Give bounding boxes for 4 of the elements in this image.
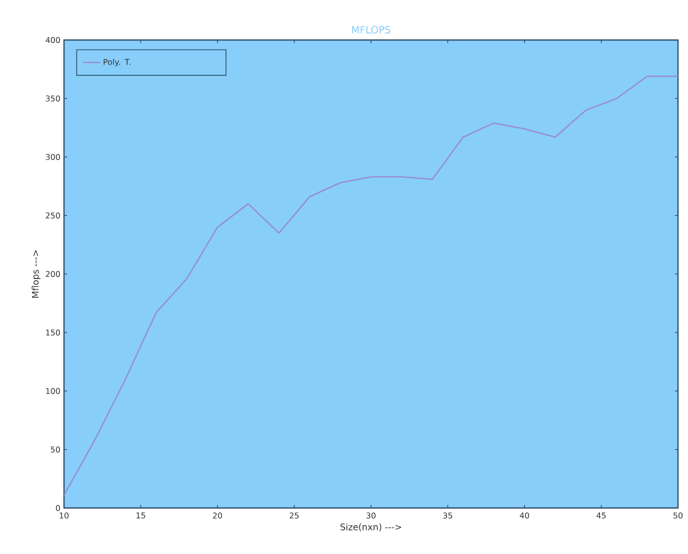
y-axis-title: Mflops ---> [32, 250, 40, 298]
chart-title: MFLOPS [352, 26, 390, 34]
line-series [64, 76, 678, 496]
x-axis-title: Size(nxn) ---> [340, 523, 402, 532]
